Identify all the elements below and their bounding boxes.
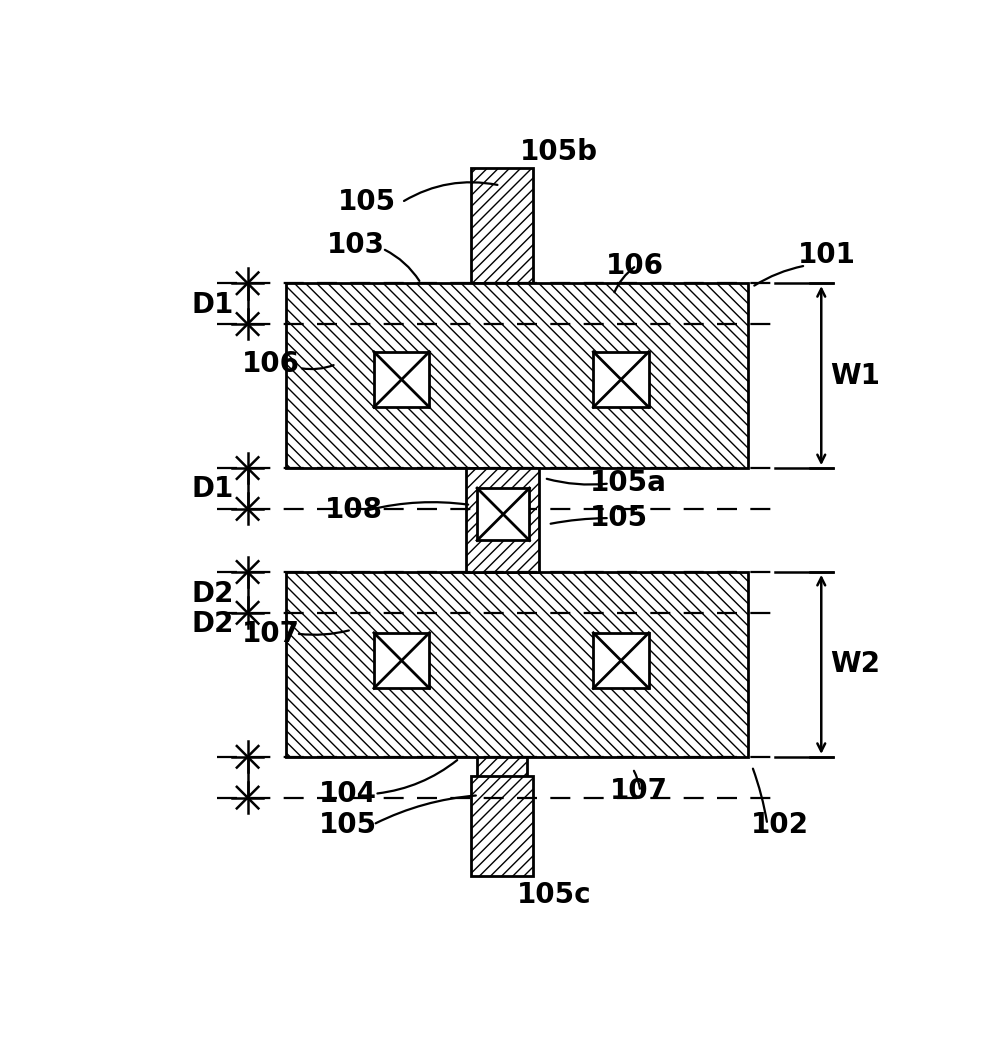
Text: 107: 107 [610, 777, 668, 806]
Text: 105: 105 [319, 811, 377, 838]
Bar [374, 633, 430, 689]
Bar [594, 352, 649, 408]
Bar [286, 572, 748, 757]
Text: 104: 104 [319, 780, 376, 808]
Bar [594, 633, 649, 689]
Text: W2: W2 [831, 650, 880, 678]
Text: D2: D2 [191, 610, 233, 638]
Text: 105b: 105b [519, 138, 598, 166]
Text: 105: 105 [338, 188, 396, 216]
Text: 103: 103 [326, 231, 384, 259]
Text: 106: 106 [242, 350, 300, 378]
Text: 105c: 105c [517, 881, 592, 909]
Bar [286, 283, 748, 468]
Text: D2: D2 [191, 580, 233, 607]
Text: 107: 107 [242, 620, 300, 648]
Text: 105a: 105a [591, 469, 667, 497]
Bar [471, 776, 532, 876]
Text: D1: D1 [191, 291, 233, 319]
Text: 101: 101 [798, 240, 856, 269]
Bar [477, 217, 527, 834]
Bar [466, 468, 538, 572]
Text: W1: W1 [831, 362, 880, 390]
Text: 105: 105 [591, 504, 649, 532]
Bar [477, 488, 529, 540]
Text: 102: 102 [750, 811, 809, 838]
Bar [471, 168, 532, 283]
Text: D1: D1 [191, 474, 233, 503]
Bar [374, 352, 430, 408]
Text: 106: 106 [606, 252, 664, 280]
Text: 108: 108 [325, 496, 382, 525]
